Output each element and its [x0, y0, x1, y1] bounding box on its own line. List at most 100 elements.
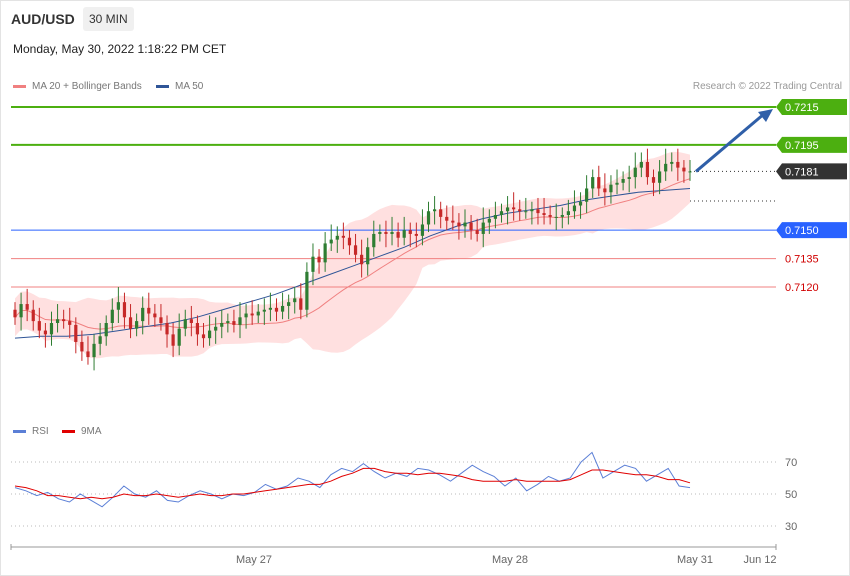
candle-body [250, 313, 254, 316]
candle-body [633, 167, 637, 178]
candle-body [396, 232, 400, 238]
rsi-legend-label: RSI [32, 426, 49, 437]
candle-body [475, 230, 479, 234]
candle-body [159, 317, 163, 323]
candle-body [578, 201, 583, 206]
candle-body [439, 209, 443, 217]
candle-body [98, 336, 102, 344]
candle-body [469, 222, 473, 231]
candle-body [55, 319, 60, 323]
candle-body [128, 317, 133, 329]
candle-body [165, 323, 169, 335]
candle-body [341, 235, 345, 238]
candle-body [147, 307, 151, 314]
candle-body [171, 334, 175, 346]
level-label: 0.7135 [785, 254, 819, 266]
legend-ma50: MA 50 [156, 81, 203, 92]
candle-body [317, 256, 321, 263]
ma50-swatch [156, 84, 169, 88]
timeframe-button[interactable]: 30 MIN [83, 7, 134, 31]
candle-body [664, 163, 668, 172]
candle-body [682, 167, 686, 172]
candle-body [432, 209, 437, 212]
candle-body [323, 243, 327, 263]
candle-body [153, 313, 157, 318]
candle-body [487, 218, 491, 223]
x-tick-label: May 27 [236, 554, 272, 566]
bollinger-band [15, 151, 690, 359]
candle-body [305, 271, 309, 310]
candle-body [37, 321, 41, 331]
candle-body [366, 247, 370, 265]
forecast-arrow-head [758, 109, 773, 122]
level-label: 0.7195 [785, 140, 819, 152]
candle-body [280, 305, 285, 312]
candle-body [645, 161, 650, 178]
candle-body [110, 309, 114, 323]
chart-header: AUD/USD 30 MIN [0, 0, 848, 38]
candle-body [311, 256, 315, 272]
candle-body [451, 220, 455, 223]
candle-body [122, 302, 127, 318]
candle-body [585, 188, 589, 202]
rsi-tick-label: 30 [785, 521, 797, 533]
level-tag [776, 222, 847, 239]
candle-body [299, 298, 303, 310]
candle-body [274, 307, 279, 312]
candle-body [408, 230, 412, 234]
ma20-line [14, 178, 691, 330]
x-tick-label: Jun 12 [743, 554, 776, 566]
candle-body [426, 211, 431, 225]
candle-body [220, 323, 224, 327]
candle-body [536, 209, 540, 214]
candle-body [135, 321, 139, 329]
candle-body [676, 161, 680, 168]
candle-body [335, 235, 339, 240]
candle-body [177, 328, 181, 346]
symbol-title: AUD/USD [11, 11, 75, 27]
rsi-swatch [13, 429, 26, 433]
candle-body [445, 216, 449, 221]
candle-body [49, 323, 54, 335]
candle-body [639, 161, 643, 168]
candle-body [104, 323, 108, 337]
candle-body [566, 211, 570, 215]
ma20-swatch [13, 84, 26, 88]
ma9-swatch [62, 429, 75, 433]
candle-body [402, 230, 406, 238]
candle-body [572, 205, 577, 212]
candle-body [463, 222, 467, 227]
level-tag [776, 163, 847, 180]
candle-body [68, 321, 72, 325]
candle-body [226, 321, 230, 323]
candle-body [597, 177, 601, 189]
candle-body [378, 232, 382, 234]
candle-body [560, 215, 564, 217]
forecast-arrow-line [695, 112, 765, 173]
legend-rsi: RSI [13, 426, 49, 437]
candle-body [207, 330, 212, 339]
candle-body [232, 321, 236, 325]
candle-body [657, 171, 662, 183]
candle-body [287, 302, 291, 306]
rsi-tick-label: 50 [785, 489, 797, 501]
candle-body [542, 213, 546, 215]
candle-body [493, 215, 498, 219]
candle-body [518, 209, 522, 212]
candle-body [19, 304, 23, 318]
ma20-legend-label: MA 20 + Bollinger Bands [32, 81, 142, 92]
x-tick-label: May 28 [492, 554, 528, 566]
legend-9ma: 9MA [62, 426, 102, 437]
candle-body [31, 309, 35, 322]
candle-body [201, 334, 206, 339]
candle-body [262, 309, 266, 312]
candle-body [189, 319, 193, 323]
candle-body [603, 188, 607, 193]
candle-body [384, 232, 388, 234]
ma9-legend-label: 9MA [81, 426, 102, 437]
candle-body [524, 211, 528, 213]
candle-body [615, 182, 619, 185]
ma50-line [14, 187, 691, 339]
level-label: 0.7181 [785, 166, 819, 178]
